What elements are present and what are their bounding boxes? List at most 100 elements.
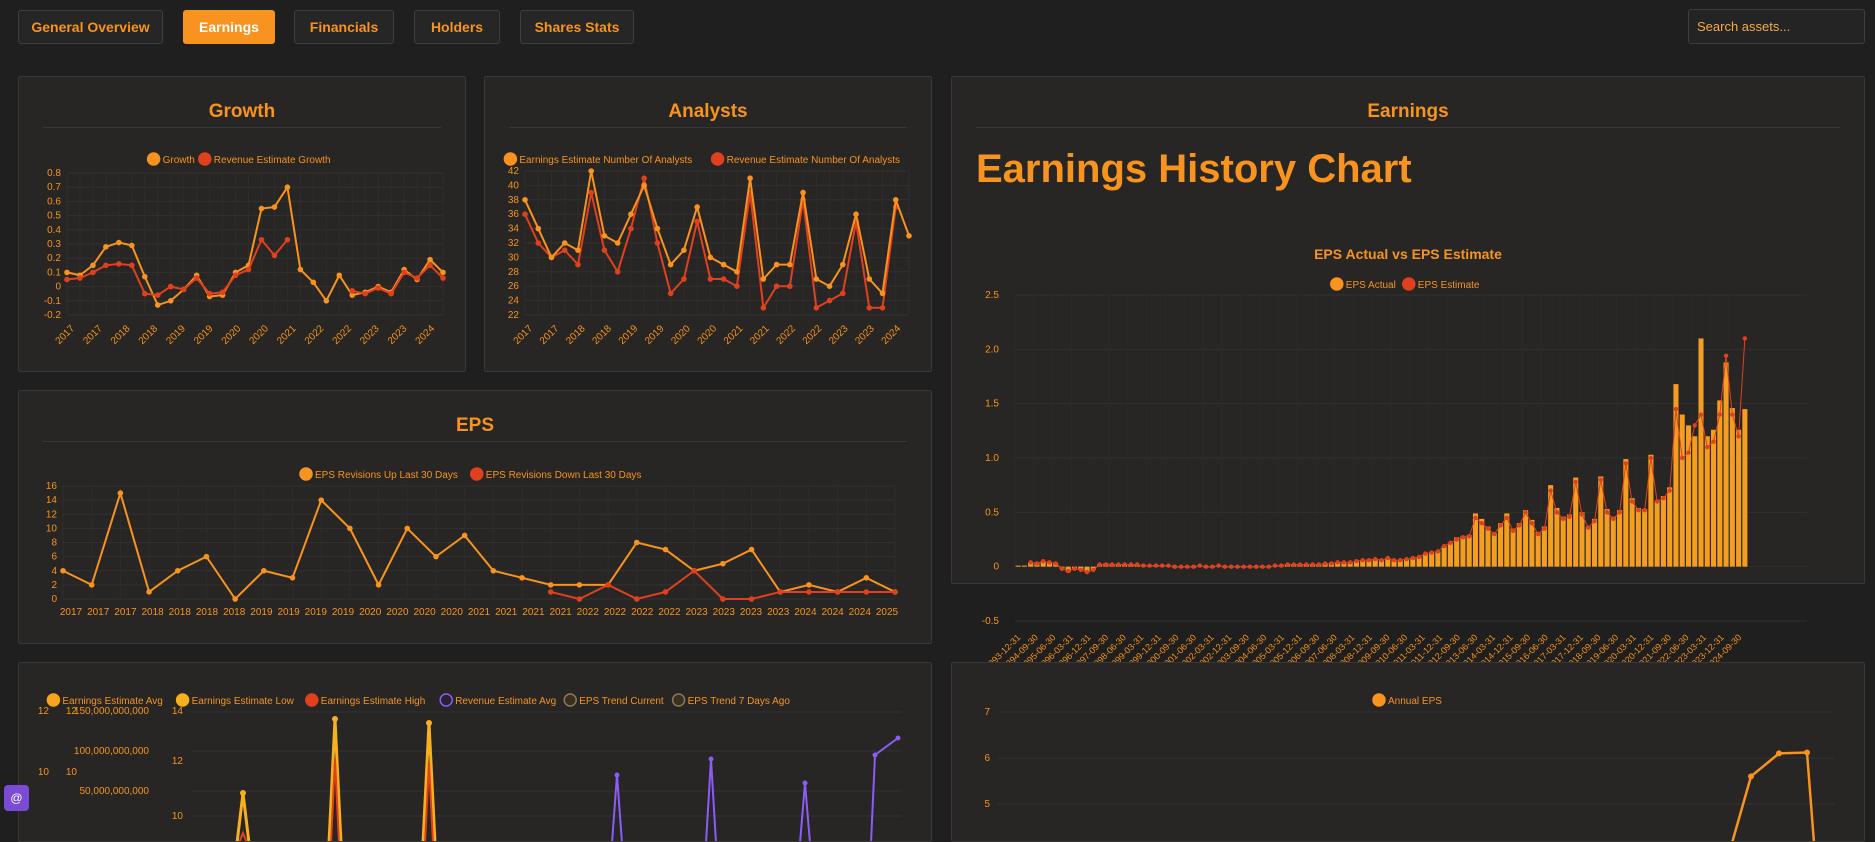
- y-tick-label: 34: [508, 224, 520, 235]
- legend-label: Revenue Estimate Growth: [214, 155, 331, 166]
- eps-estimate-point: [1216, 563, 1221, 568]
- data-point: [116, 261, 122, 267]
- y-tick-label: 22: [508, 310, 520, 321]
- x-tick-label: 2021: [748, 323, 772, 347]
- data-point: [787, 283, 793, 289]
- eps-actual-bar: [1723, 362, 1729, 567]
- y-tick-label: 50,000,000,000: [79, 786, 149, 797]
- x-tick-label: 2021: [468, 607, 491, 618]
- x-tick-label: 2022: [658, 607, 681, 618]
- legend-label: Annual EPS: [1388, 696, 1442, 707]
- y-tick-label: 10: [66, 767, 78, 778]
- y-tick-label: 0.4: [47, 225, 61, 236]
- earnings-heading: Earnings History Chart: [976, 147, 1412, 191]
- eps-estimate-point: [1473, 515, 1478, 520]
- eps-actual-bar: [1485, 526, 1491, 567]
- tab-general-overview[interactable]: General Overview: [18, 10, 163, 44]
- eps-actual-bar: [1573, 477, 1579, 567]
- eps-estimate-point: [1742, 336, 1748, 341]
- eps-estimate-point: [1479, 521, 1484, 526]
- data-point: [633, 539, 640, 546]
- legend-label: EPS Trend 7 Days Ago: [688, 696, 791, 707]
- eps-estimate-point: [1272, 563, 1278, 568]
- eps-actual-bar: [1591, 518, 1598, 567]
- legend-label: Earnings Estimate High: [321, 696, 426, 707]
- data-point: [773, 283, 780, 289]
- eps-estimate-point: [1059, 566, 1065, 572]
- eps-estimate-point: [1341, 560, 1347, 565]
- y-tick-label: 10: [38, 767, 50, 778]
- x-tick-label: 2020: [696, 323, 720, 347]
- data-point: [834, 589, 841, 595]
- eps-estimate-point: [1072, 566, 1077, 572]
- estimates-chart: Earnings Estimate Avg Earnings Estimate L…: [38, 693, 901, 841]
- eps-estimate-point: [1266, 564, 1271, 569]
- eps-estimate-point: [1705, 444, 1710, 450]
- eps-estimate-point: [1122, 562, 1127, 567]
- data-point: [310, 279, 317, 286]
- eps-estimate-point: [1680, 455, 1685, 461]
- x-tick-label: 2018: [109, 323, 133, 347]
- eps-actual-bar: [1742, 409, 1748, 567]
- y-tick-label: 38: [508, 195, 520, 206]
- data-point: [707, 254, 714, 261]
- eps-estimate-point: [1554, 510, 1560, 515]
- tab-financials[interactable]: Financials: [294, 10, 394, 44]
- eps-estimate-point: [1586, 525, 1591, 530]
- eps-estimate-point: [1360, 557, 1365, 563]
- eps-estimate-point: [1366, 557, 1372, 563]
- data-point: [863, 575, 870, 581]
- data-point: [323, 298, 330, 304]
- data-point: [154, 292, 161, 298]
- data-point: [193, 275, 200, 281]
- eps-estimate-point: [1291, 562, 1296, 567]
- assistant-badge[interactable]: @: [4, 785, 29, 811]
- legend-label: EPS Revisions Up Last 30 Days: [315, 470, 458, 481]
- data-point: [404, 525, 411, 532]
- eps-estimate-point: [1661, 496, 1666, 501]
- tab-holders[interactable]: Holders: [414, 10, 500, 44]
- eps-estimate-point: [1235, 564, 1240, 569]
- eps-estimate-point: [1379, 557, 1384, 563]
- x-tick-label: 2024: [794, 607, 817, 618]
- eps-actual-bar: [1529, 519, 1535, 567]
- eps-estimate-point: [1304, 562, 1309, 567]
- eps-estimate-point: [1134, 562, 1140, 567]
- y-tick-label: 10: [46, 523, 58, 534]
- tab-shares-stats[interactable]: Shares Stats: [520, 10, 634, 44]
- eps-actual-bar: [1673, 384, 1679, 567]
- data-point: [605, 582, 611, 588]
- search-input[interactable]: [1688, 9, 1865, 44]
- eps-estimate-point: [1504, 515, 1509, 520]
- eps-actual-bar: [1491, 532, 1497, 567]
- eps-estimate-point: [1529, 521, 1535, 526]
- data-point: [375, 582, 382, 588]
- data-point: [802, 780, 808, 786]
- data-point: [401, 269, 407, 276]
- x-tick-label: 2018: [564, 323, 588, 347]
- revenue-estimate-line: [611, 774, 623, 841]
- data-point: [839, 261, 846, 268]
- eps-estimate-point: [1285, 562, 1290, 567]
- annual-eps-panel: Annual EPS 7 6 5: [951, 662, 1865, 842]
- data-point: [906, 233, 912, 239]
- eps-actual-bar: [1435, 551, 1441, 567]
- revenue-estimate-line: [705, 758, 717, 841]
- eps-actual-bar: [1040, 561, 1046, 567]
- data-point: [561, 247, 568, 253]
- eps-panel: EPS EPS Revisions Up Last 30 Days EPS Rev…: [18, 390, 932, 644]
- data-point: [839, 290, 846, 297]
- y-tick-label: 1.0: [985, 453, 999, 464]
- eps-estimate-point: [1730, 412, 1735, 417]
- x-tick-label: 2019: [250, 607, 273, 618]
- y-tick-label: -0.2: [44, 310, 62, 321]
- tab-earnings[interactable]: Earnings: [183, 10, 275, 44]
- data-point: [461, 532, 468, 539]
- eps-actual-bar: [1548, 485, 1554, 567]
- eps-actual-bar: [1685, 425, 1692, 567]
- eps-estimate-point: [1654, 499, 1660, 504]
- y-tick-label: 0.6: [47, 196, 61, 207]
- eps-estimate-point: [1485, 526, 1491, 531]
- x-tick-label: 2020: [441, 607, 464, 618]
- eps-estimate-point: [1598, 477, 1603, 482]
